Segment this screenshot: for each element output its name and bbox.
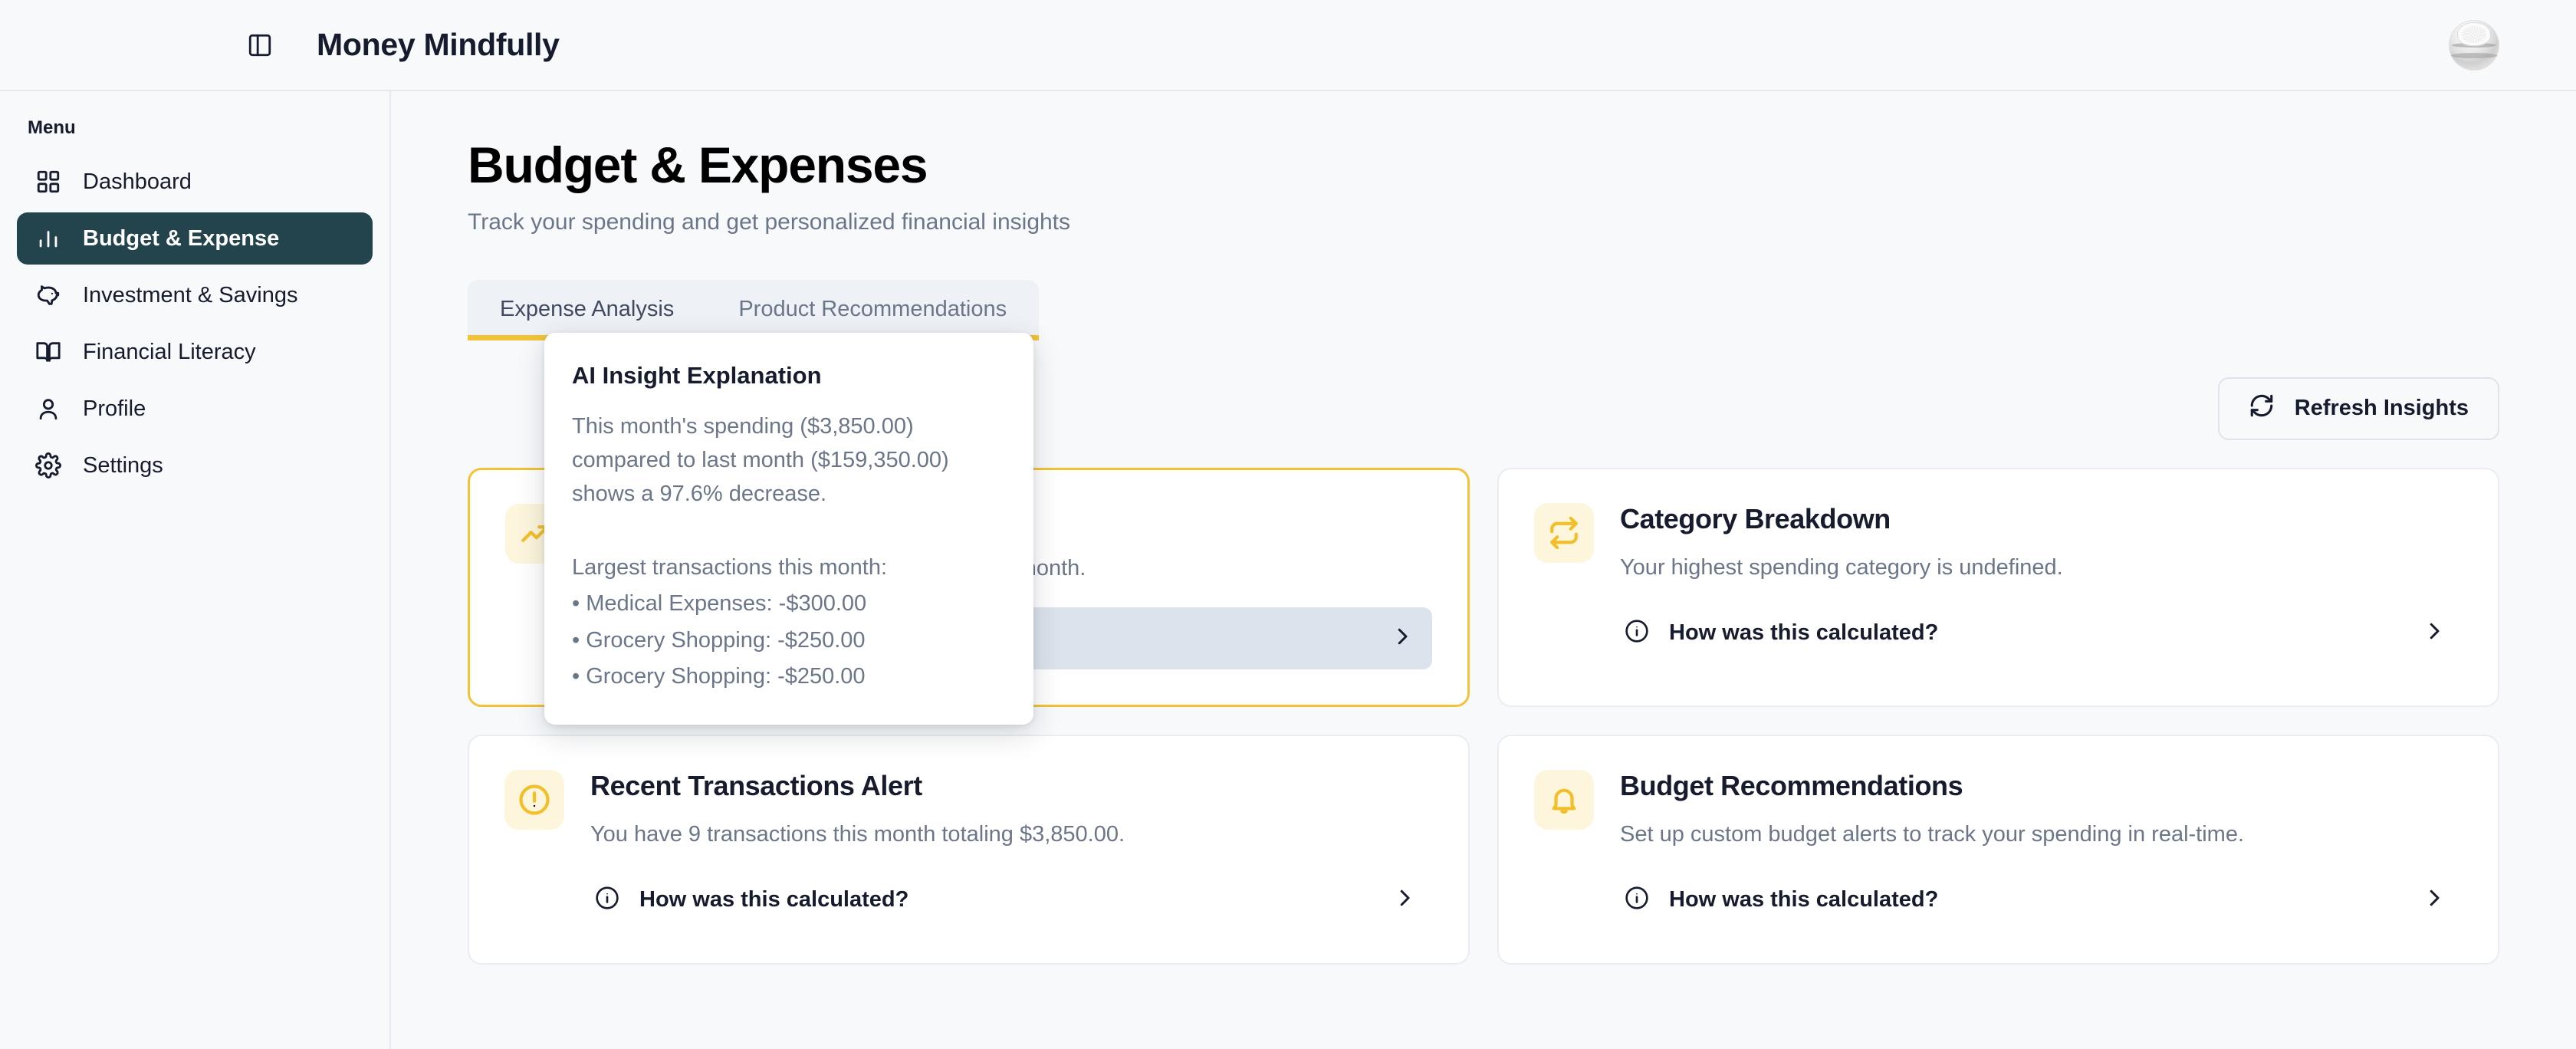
sidebar-item-label: Financial Literacy xyxy=(83,339,256,364)
repeat-icon xyxy=(1534,502,1594,563)
sidebar-item-label: Profile xyxy=(83,396,146,421)
popover-paragraph: This month's spending ($3,850.00) compar… xyxy=(572,414,949,507)
calc-left: How was this calculated? xyxy=(595,886,909,914)
sidebar: Menu Dashboard Budget & Expense Investme… xyxy=(0,91,391,1049)
card-recent-transactions-alert[interactable]: Recent Transactions Alert You have 9 tra… xyxy=(468,734,1470,965)
sidebar-toggle-button[interactable] xyxy=(242,27,278,64)
calc-label: How was this calculated? xyxy=(1669,620,1939,645)
sidebar-item-budget-expense[interactable]: Budget & Expense xyxy=(17,212,373,265)
sidebar-item-dashboard[interactable]: Dashboard xyxy=(17,156,373,208)
alert-circle-icon xyxy=(504,769,564,830)
sidebar-item-label: Budget & Expense xyxy=(83,225,280,251)
user-icon xyxy=(35,396,61,422)
how-was-this-calculated-row[interactable]: How was this calculated? xyxy=(590,873,1433,926)
top-bar: Money Mindfully xyxy=(0,0,2576,91)
tab-expense-analysis[interactable]: Expense Analysis xyxy=(500,296,675,321)
tab-product-recommendations[interactable]: Product Recommendations xyxy=(738,296,1007,321)
list-item: • Grocery Shopping: -$250.00 xyxy=(572,627,866,653)
how-was-this-calculated-row[interactable]: How was this calculated? xyxy=(1620,607,2463,659)
popover-list-heading: Largest transactions this month: xyxy=(572,555,888,580)
page-subtitle: Track your spending and get personalized… xyxy=(468,209,1071,235)
sidebar-item-label: Settings xyxy=(83,452,163,478)
card-body: Budget Recommendations Set up custom bud… xyxy=(1620,770,2463,928)
chevron-right-icon xyxy=(2423,886,2446,913)
sidebar-section-label: Menu xyxy=(28,117,76,138)
toolbar: Refresh Insights xyxy=(468,377,2499,440)
card-body: Category Breakdown Your highest spending… xyxy=(1620,503,2463,670)
chevron-right-icon xyxy=(2423,620,2446,646)
list-item: • Medical Expenses: -$300.00 xyxy=(572,591,867,617)
card-title: Budget Recommendations xyxy=(1620,769,1963,801)
calc-left: How was this calculated? xyxy=(1625,886,1938,914)
calc-label: How was this calculated? xyxy=(639,886,909,912)
bell-icon xyxy=(1534,769,1594,830)
sidebar-item-label: Investment & Savings xyxy=(83,282,298,307)
sidebar-item-profile[interactable]: Profile xyxy=(17,383,373,435)
main-content: Budget & Expenses Track your spending an… xyxy=(391,91,2576,1049)
book-open-icon xyxy=(35,339,61,365)
info-circle-icon xyxy=(1625,619,1649,647)
refresh-insights-button[interactable]: Refresh Insights xyxy=(2217,377,2499,440)
avatar[interactable] xyxy=(2449,19,2499,71)
brand-title: Money Mindfully xyxy=(317,27,560,62)
sidebar-item-financial-literacy[interactable]: Financial Literacy xyxy=(17,326,373,378)
card-description: You have 9 transactions this month total… xyxy=(590,821,1125,847)
popover-title: AI Insight Explanation xyxy=(572,362,822,389)
sidebar-item-settings[interactable]: Settings xyxy=(17,439,373,492)
chevron-right-icon xyxy=(1391,625,1414,652)
popover-list: Largest transactions this month: • Medic… xyxy=(572,552,1006,692)
card-description: Set up custom budget alerts to track you… xyxy=(1620,821,2245,847)
card-title: Recent Transactions Alert xyxy=(590,769,922,801)
card-category-breakdown[interactable]: Category Breakdown Your highest spending… xyxy=(1497,467,2499,707)
panel-left-icon xyxy=(248,34,271,56)
app-body: Menu Dashboard Budget & Expense Investme… xyxy=(0,91,2576,1049)
piggy-bank-icon xyxy=(35,282,61,308)
calc-label: How was this calculated? xyxy=(1669,886,1939,912)
calc-left: How was this calculated? xyxy=(1625,619,1938,647)
ai-insight-explanation-popover: AI Insight Explanation This month's spen… xyxy=(544,333,1033,725)
grid-icon xyxy=(35,169,61,195)
tab-bar: Expense Analysis Product Recommendations xyxy=(468,279,1040,340)
card-budget-recommendations[interactable]: Budget Recommendations Set up custom bud… xyxy=(1497,734,2499,965)
sidebar-item-label: Dashboard xyxy=(83,169,192,194)
info-circle-icon xyxy=(1625,886,1649,914)
sidebar-item-investment-savings[interactable]: Investment & Savings xyxy=(17,269,373,321)
card-title: Category Breakdown xyxy=(1620,502,1891,534)
card-description: Your highest spending category is undefi… xyxy=(1620,554,2063,580)
info-circle-icon xyxy=(595,886,619,914)
refresh-insights-label: Refresh Insights xyxy=(2294,396,2469,421)
chevron-right-icon xyxy=(1393,886,1416,913)
refresh-icon xyxy=(2249,393,2275,425)
bar-chart-icon xyxy=(35,225,61,252)
list-item: • Grocery Shopping: -$250.00 xyxy=(572,663,866,689)
gear-icon xyxy=(35,452,61,478)
page-title: Budget & Expenses xyxy=(468,136,928,193)
how-was-this-calculated-row[interactable]: How was this calculated? xyxy=(1620,873,2463,926)
card-body: Recent Transactions Alert You have 9 tra… xyxy=(590,770,1433,928)
